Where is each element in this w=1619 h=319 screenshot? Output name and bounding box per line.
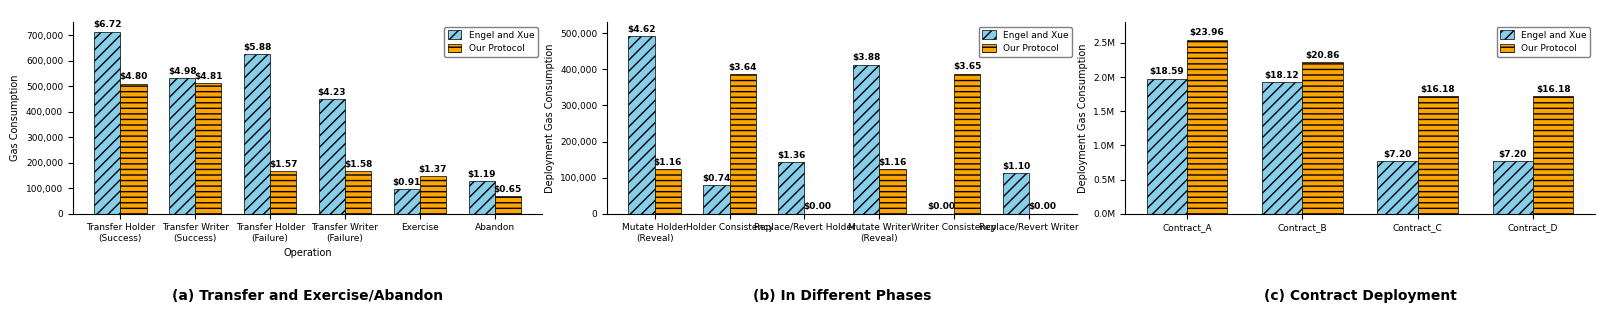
Text: (b) In Different Phases: (b) In Different Phases — [753, 289, 931, 303]
Bar — [244, 54, 270, 214]
Text: $4.81: $4.81 — [194, 72, 223, 81]
Y-axis label: Gas Consumption: Gas Consumption — [10, 75, 21, 161]
Legend: Engel and Xue, Our Protocol: Engel and Xue, Our Protocol — [1496, 27, 1590, 57]
Text: $4.62: $4.62 — [627, 25, 656, 34]
Legend: Engel and Xue, Our Protocol: Engel and Xue, Our Protocol — [444, 27, 538, 57]
Bar — [853, 64, 879, 214]
Text: $1.10: $1.10 — [1002, 162, 1030, 171]
Bar — [779, 162, 805, 214]
Bar — [879, 169, 905, 214]
Text: (a) Transfer and Exercise/Abandon: (a) Transfer and Exercise/Abandon — [172, 289, 444, 303]
Text: $16.18: $16.18 — [1536, 85, 1570, 94]
Y-axis label: Deployment Gas Consumption: Deployment Gas Consumption — [544, 43, 555, 193]
Legend: Engel and Xue, Our Protocol: Engel and Xue, Our Protocol — [978, 27, 1072, 57]
Bar — [94, 32, 120, 214]
Text: $1.19: $1.19 — [468, 170, 495, 179]
Text: $6.72: $6.72 — [92, 20, 121, 29]
Bar — [1533, 96, 1574, 214]
Bar — [1493, 161, 1533, 214]
Text: $1.58: $1.58 — [343, 160, 372, 168]
Text: $1.16: $1.16 — [877, 158, 907, 167]
Bar — [319, 99, 345, 214]
Text: $16.18: $16.18 — [1420, 85, 1455, 94]
Bar — [1146, 79, 1187, 214]
Text: $18.12: $18.12 — [1264, 71, 1300, 80]
Text: $1.16: $1.16 — [654, 158, 682, 167]
Bar — [1378, 161, 1418, 214]
Text: $1.37: $1.37 — [419, 165, 447, 174]
Bar — [1187, 40, 1227, 214]
Bar — [1261, 82, 1302, 214]
Bar — [495, 196, 521, 214]
Bar — [419, 176, 447, 214]
Bar — [703, 185, 730, 214]
Bar — [168, 78, 196, 214]
Text: $5.88: $5.88 — [243, 43, 272, 52]
X-axis label: Operation: Operation — [283, 249, 332, 258]
Text: $4.23: $4.23 — [317, 88, 346, 97]
Text: $7.20: $7.20 — [1383, 150, 1412, 159]
Bar — [468, 181, 495, 214]
Bar — [954, 74, 981, 214]
Text: $20.86: $20.86 — [1305, 51, 1339, 60]
Text: $4.98: $4.98 — [168, 67, 196, 76]
Text: $0.74: $0.74 — [703, 174, 730, 183]
Bar — [1002, 173, 1030, 214]
Text: $3.88: $3.88 — [852, 53, 881, 62]
Text: $1.57: $1.57 — [269, 160, 298, 169]
Text: (c) Contract Deployment: (c) Contract Deployment — [1263, 289, 1457, 303]
Bar — [393, 189, 419, 214]
Bar — [270, 171, 296, 214]
Text: $0.00: $0.00 — [1028, 203, 1056, 211]
Bar — [1302, 62, 1342, 214]
Text: $3.64: $3.64 — [729, 63, 758, 72]
Bar — [196, 83, 222, 214]
Text: $23.96: $23.96 — [1190, 28, 1224, 37]
Text: $7.20: $7.20 — [1499, 150, 1527, 159]
Bar — [120, 84, 147, 214]
Text: $4.80: $4.80 — [120, 72, 147, 81]
Bar — [628, 36, 654, 214]
Bar — [654, 169, 682, 214]
Text: $1.36: $1.36 — [777, 151, 806, 160]
Bar — [345, 171, 371, 214]
Text: $0.00: $0.00 — [803, 203, 832, 211]
Bar — [730, 74, 756, 214]
Y-axis label: Deployment Gas Consumption: Deployment Gas Consumption — [1078, 43, 1088, 193]
Text: $0.65: $0.65 — [494, 185, 521, 194]
Text: $0.00: $0.00 — [928, 203, 955, 211]
Text: $18.59: $18.59 — [1149, 67, 1183, 77]
Bar — [1418, 96, 1459, 214]
Text: $0.91: $0.91 — [393, 178, 421, 187]
Text: $3.65: $3.65 — [954, 62, 981, 71]
